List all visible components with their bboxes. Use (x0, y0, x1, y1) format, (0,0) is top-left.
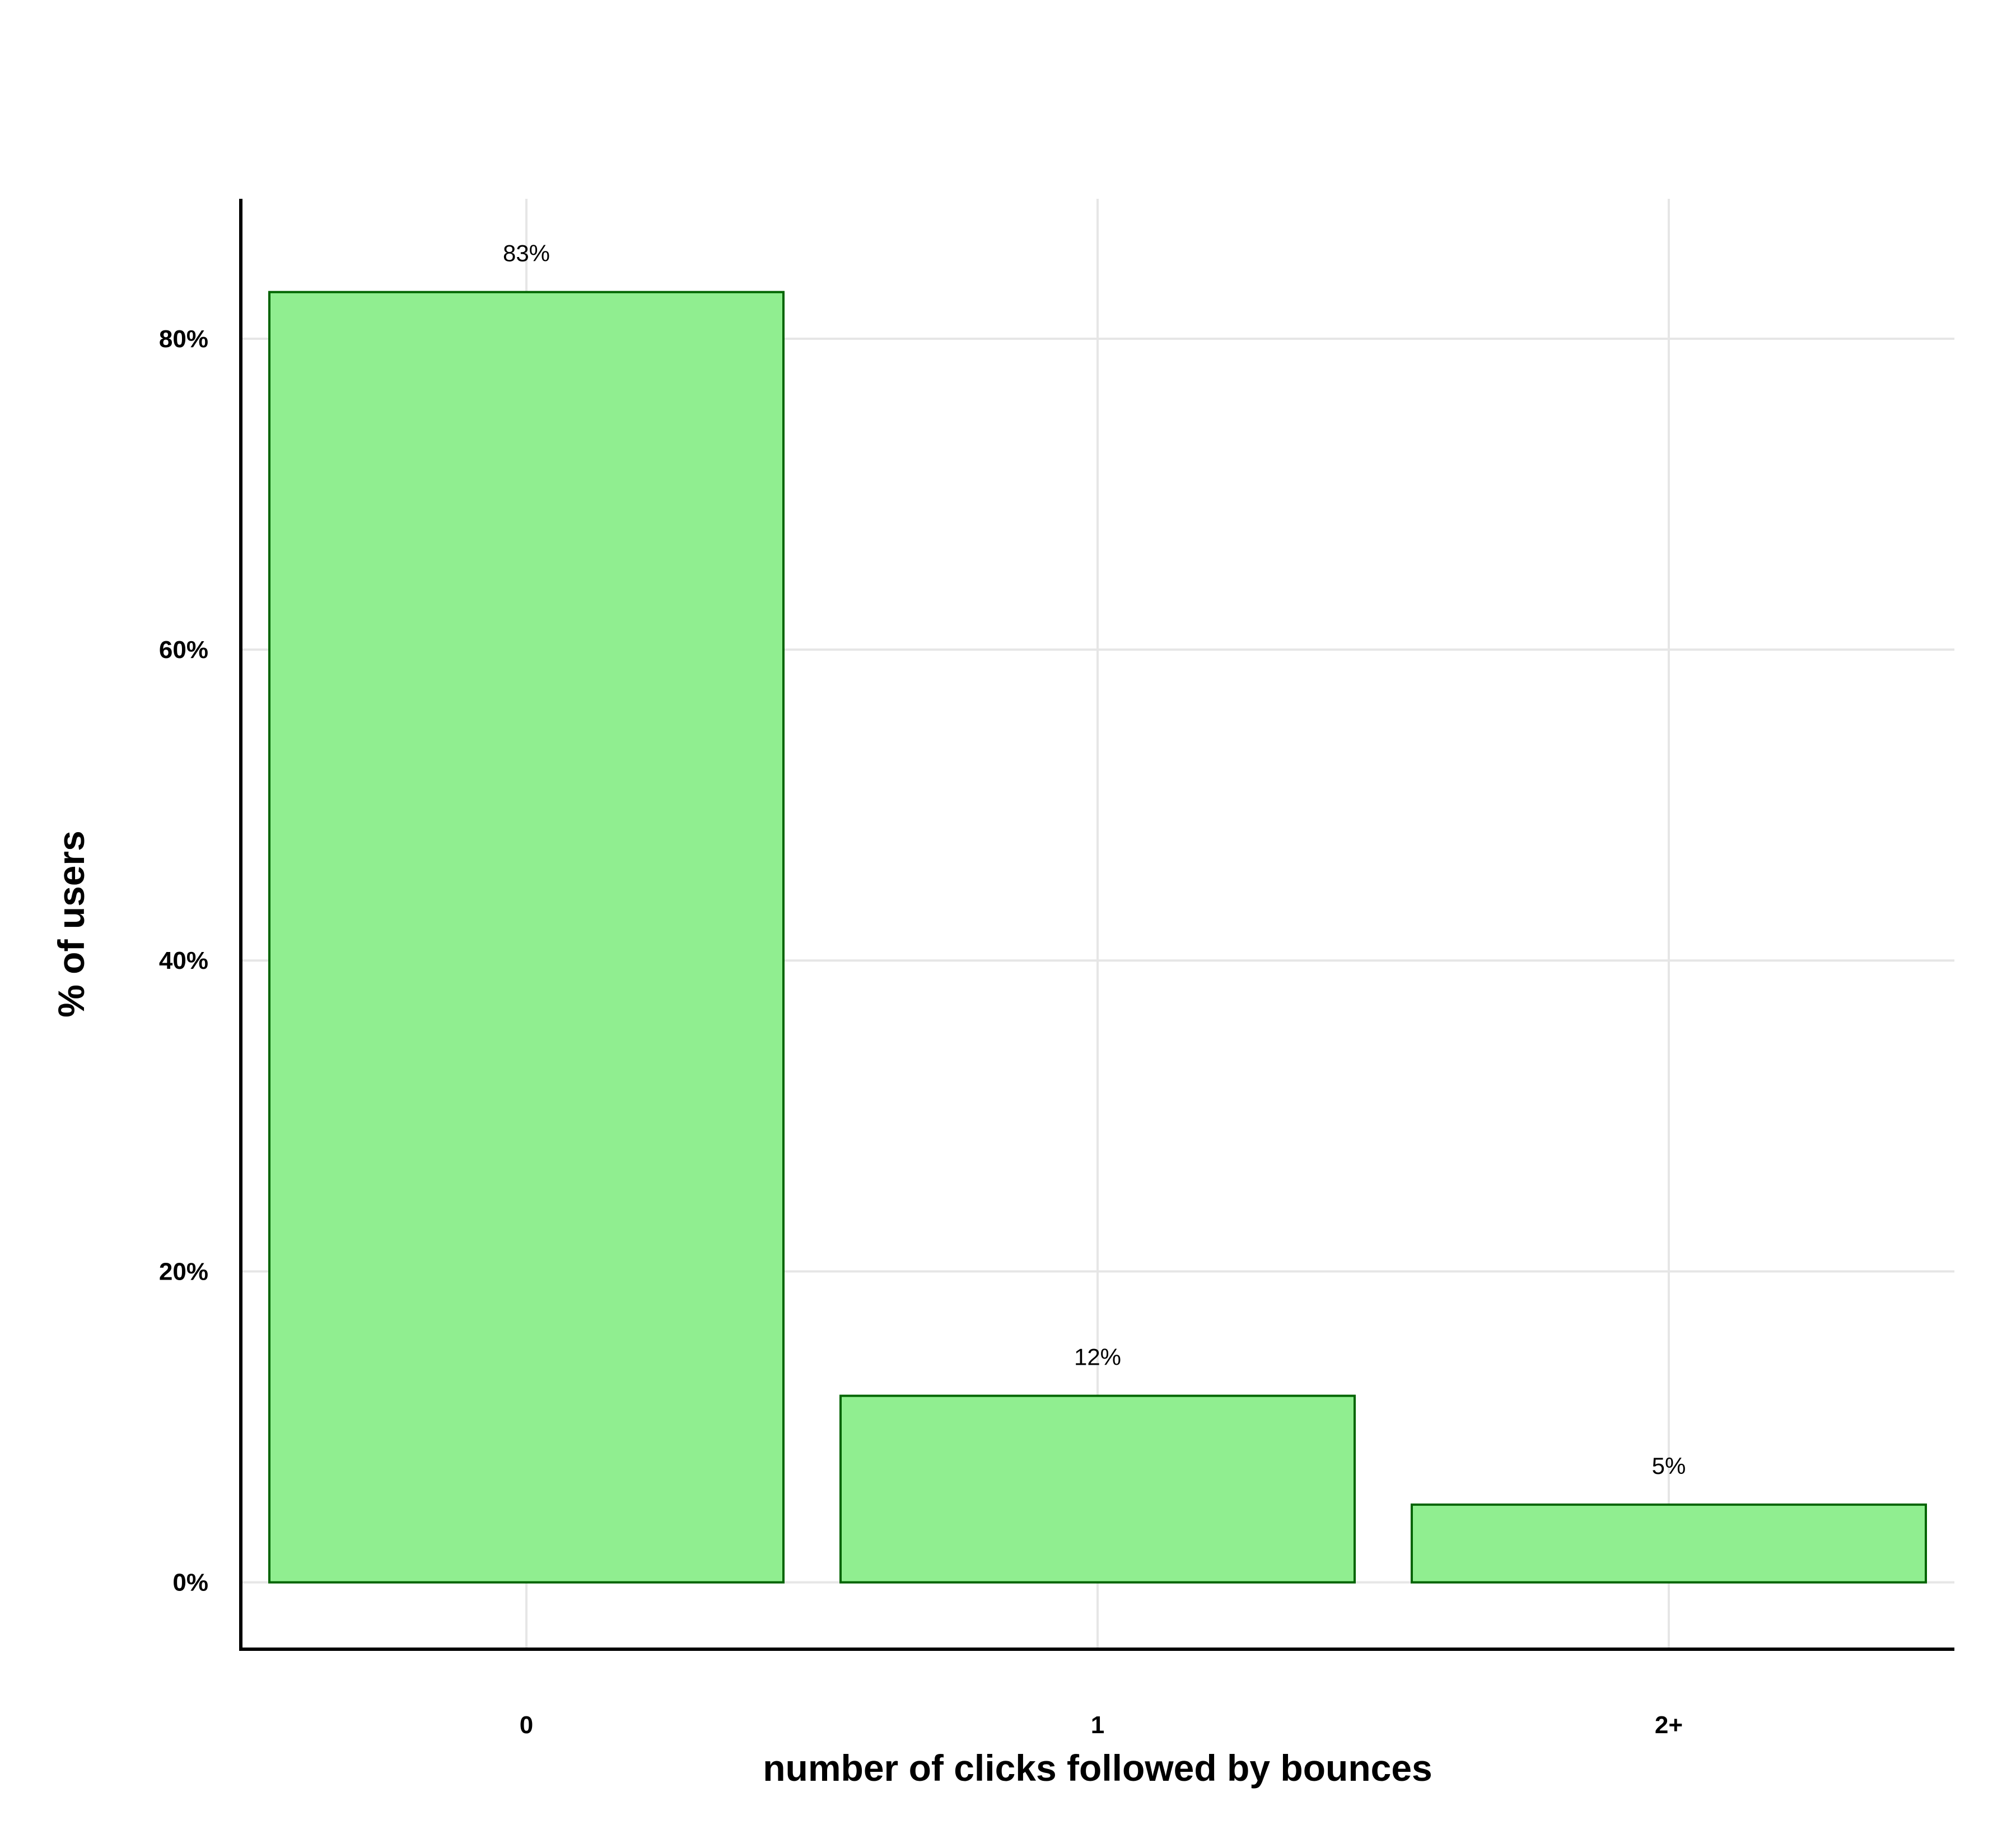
bars (268, 291, 1927, 1584)
bar-0 (268, 291, 785, 1584)
y-tick-labels: 0% 20% 40% 60% 80% (159, 325, 208, 1597)
data-labels: 83% 12% 5% (503, 240, 1686, 1479)
y-tick-label: 20% (159, 1258, 208, 1285)
bar-2+ (1411, 1503, 1927, 1584)
x-tick-label: 1 (1091, 1711, 1104, 1739)
bar-1 (839, 1394, 1356, 1584)
y-tick-label: 0% (172, 1569, 208, 1597)
data-label-2+: 5% (1652, 1453, 1686, 1479)
x-axis-title: number of clicks followed by bounces (763, 1747, 1432, 1789)
x-tick-label: 2+ (1655, 1711, 1683, 1739)
data-label-0: 83% (503, 240, 550, 267)
y-tick-label: 40% (159, 947, 208, 974)
data-label-1: 12% (1074, 1344, 1121, 1370)
y-tick-label: 80% (159, 325, 208, 353)
axes (239, 199, 1954, 1651)
y-axis-title: % of users (50, 830, 92, 1018)
x-tick-label: 0 (520, 1711, 533, 1739)
y-tick-label: 60% (159, 636, 208, 664)
x-tick-labels: 0 1 2+ (520, 1711, 1683, 1739)
